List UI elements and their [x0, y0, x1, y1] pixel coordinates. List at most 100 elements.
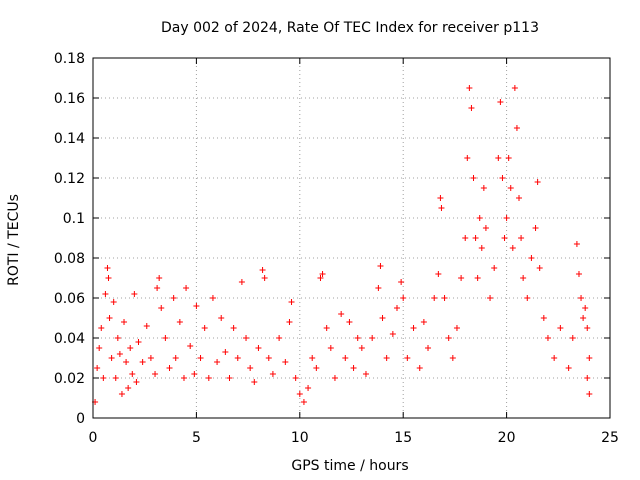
- y-tick-label: 0.18: [54, 51, 85, 67]
- data-point: [476, 215, 483, 221]
- y-tick-label: 0.06: [54, 291, 85, 307]
- data-point: [398, 279, 405, 285]
- data-point: [133, 379, 140, 385]
- x-tick-label: 5: [192, 430, 201, 446]
- data-point: [214, 359, 221, 365]
- data-point: [172, 355, 179, 361]
- data-point: [286, 319, 293, 325]
- data-point: [503, 215, 510, 221]
- y-axis-label: ROTI / TECUs: [6, 194, 22, 286]
- data-point: [230, 325, 237, 331]
- data-point: [123, 359, 130, 365]
- data-point: [261, 275, 268, 281]
- data-point: [404, 355, 411, 361]
- data-point: [296, 391, 303, 397]
- data-point: [247, 365, 254, 371]
- y-tick-label: 0.12: [54, 171, 85, 187]
- data-point: [110, 299, 117, 305]
- data-point: [551, 355, 558, 361]
- data-point: [435, 271, 442, 277]
- data-point: [584, 325, 591, 331]
- y-tick-label: 0.14: [54, 131, 85, 147]
- data-point: [218, 315, 225, 321]
- data-point: [505, 155, 512, 161]
- data-point: [438, 205, 445, 211]
- data-point: [170, 295, 177, 301]
- data-point: [393, 305, 400, 311]
- data-point: [516, 195, 523, 201]
- data-point: [495, 155, 502, 161]
- data-point: [243, 335, 250, 341]
- data-point: [251, 379, 258, 385]
- x-tick-label: 10: [291, 430, 309, 446]
- data-point: [259, 267, 266, 273]
- y-axis-ticks: 0 0.02 0.04 0.06 0.08 0.1 0.12 0.14 0.16 0.18: [54, 51, 610, 427]
- data-point: [319, 271, 326, 277]
- data-point: [187, 343, 194, 349]
- data-point: [499, 175, 506, 181]
- data-point: [586, 391, 593, 397]
- data-point: [573, 241, 580, 247]
- data-point: [379, 315, 386, 321]
- data-point: [309, 355, 316, 361]
- data-point: [425, 345, 432, 351]
- data-point: [331, 375, 338, 381]
- data-point: [487, 295, 494, 301]
- data-point: [431, 295, 438, 301]
- data-point: [578, 295, 585, 301]
- data-point: [584, 375, 591, 381]
- data-point: [509, 245, 516, 251]
- data-point: [104, 265, 111, 271]
- data-point: [478, 245, 485, 251]
- data-point: [420, 319, 427, 325]
- data-point: [534, 179, 541, 185]
- data-point: [205, 375, 212, 381]
- data-point: [520, 275, 527, 281]
- data-point: [191, 371, 198, 377]
- data-point: [472, 235, 479, 241]
- data-point: [544, 335, 551, 341]
- data-point: [276, 335, 283, 341]
- data-point: [468, 105, 475, 111]
- y-tick-label: 0.04: [54, 331, 85, 347]
- data-point: [193, 303, 200, 309]
- data-point: [346, 319, 353, 325]
- data-point: [269, 371, 276, 377]
- grid-lines: [93, 58, 610, 418]
- data-point: [350, 365, 357, 371]
- data-point: [536, 265, 543, 271]
- data-point: [474, 275, 481, 281]
- data-point: [437, 195, 444, 201]
- data-point: [222, 349, 229, 355]
- chart-title: Day 002 of 2024, Rate Of TEC Index for r…: [161, 20, 539, 36]
- data-point: [166, 365, 173, 371]
- data-point: [375, 285, 382, 291]
- data-point: [288, 299, 295, 305]
- data-point: [327, 345, 334, 351]
- data-point: [313, 365, 320, 371]
- data-point: [105, 275, 112, 281]
- data-point: [197, 355, 204, 361]
- data-point: [462, 235, 469, 241]
- data-point: [453, 325, 460, 331]
- x-tick-label: 15: [394, 430, 412, 446]
- data-point: [183, 285, 190, 291]
- data-point: [102, 291, 109, 297]
- data-point: [377, 263, 384, 269]
- data-point: [416, 365, 423, 371]
- data-point: [342, 355, 349, 361]
- data-point: [569, 335, 576, 341]
- data-point: [532, 225, 539, 231]
- y-tick-label: 0.16: [54, 91, 85, 107]
- data-point: [582, 305, 589, 311]
- data-point: [354, 335, 361, 341]
- data-point: [226, 375, 233, 381]
- data-point: [121, 319, 128, 325]
- data-point: [176, 319, 183, 325]
- data-point: [305, 385, 312, 391]
- data-point: [445, 335, 452, 341]
- data-point: [323, 325, 330, 331]
- data-point: [497, 99, 504, 105]
- data-point: [158, 305, 165, 311]
- data-point: [116, 351, 123, 357]
